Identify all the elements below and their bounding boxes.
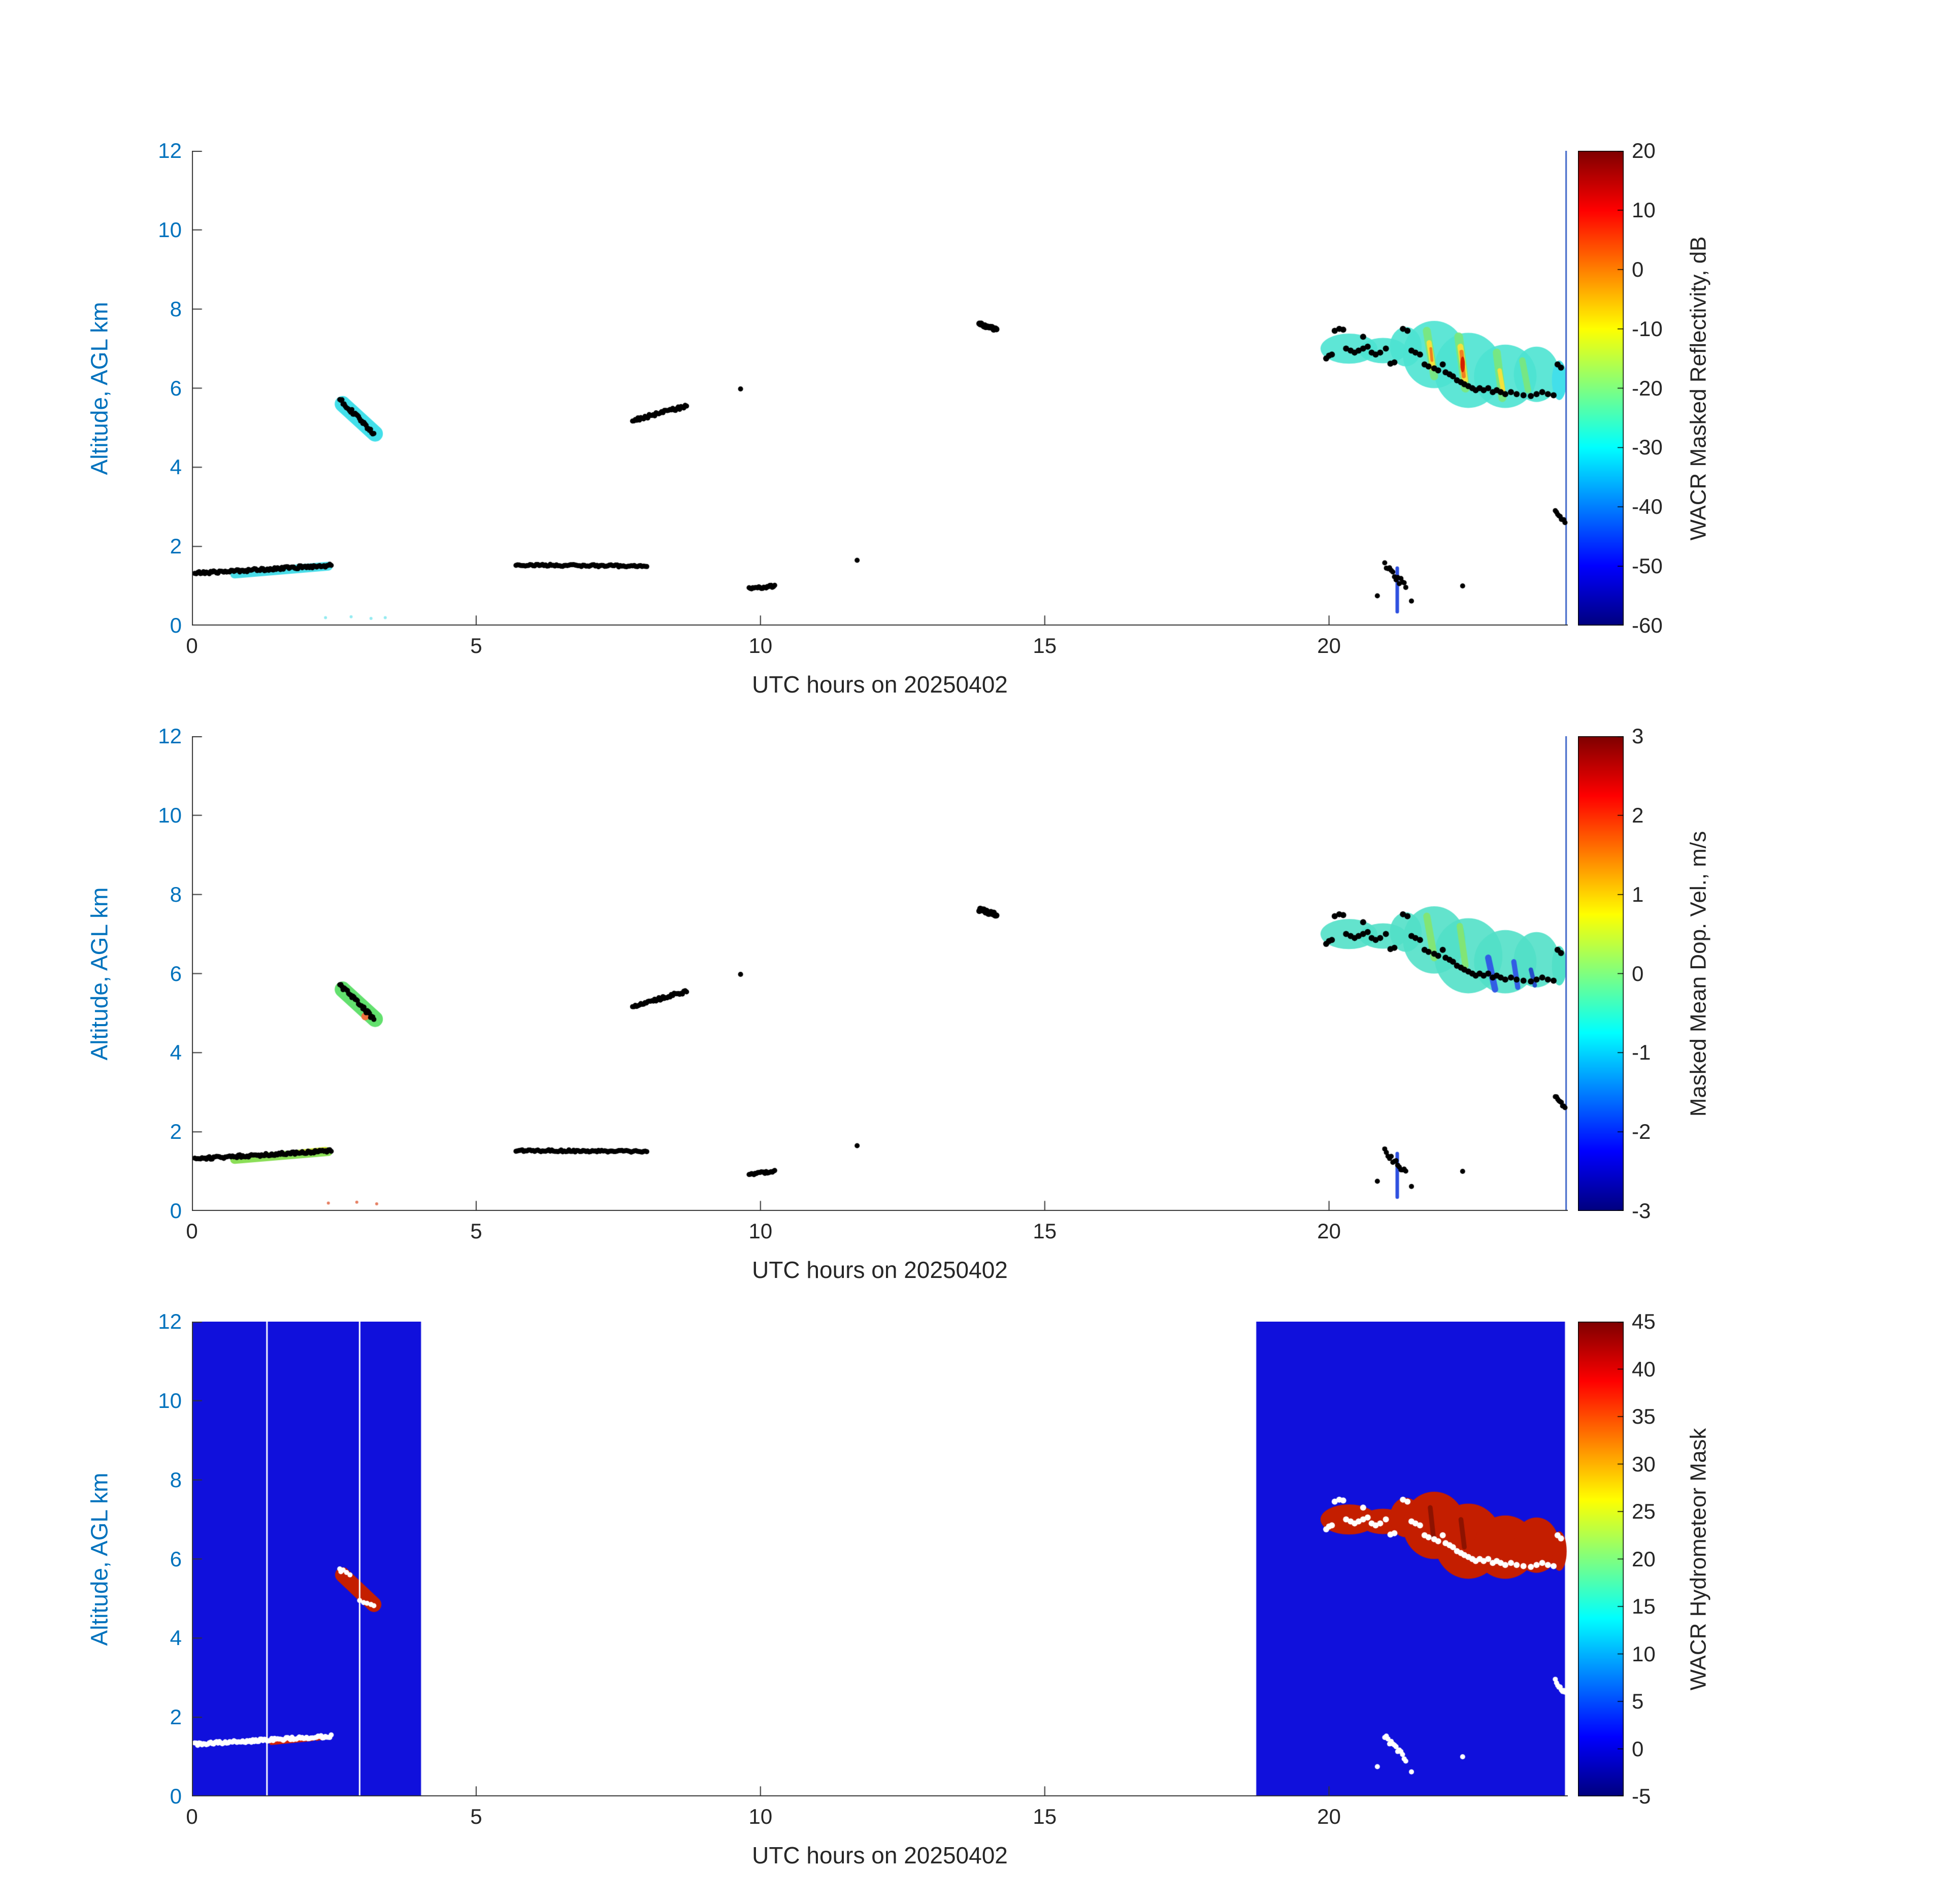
x-axis-label: UTC hours on 20250402: [752, 671, 1008, 698]
colorbar-tick-label: 10: [1632, 198, 1656, 222]
x-axis-label: UTC hours on 20250402: [752, 1257, 1008, 1283]
y-axis-label: Altitude, AGL km: [86, 887, 112, 1060]
x-tick-label: 0: [186, 1804, 198, 1828]
doppler-colorbar: [1578, 736, 1624, 1211]
mask-plot-canvas: [192, 1322, 1568, 1796]
colorbar-tick-label: 25: [1632, 1499, 1656, 1523]
colorbar-tick-label: -60: [1632, 613, 1663, 637]
x-tick-label: 15: [1033, 1219, 1057, 1243]
y-tick-label: 4: [170, 455, 182, 479]
x-tick-label: 0: [186, 634, 198, 658]
x-tick-label: 10: [748, 1219, 773, 1243]
colorbar-tick-label: 20: [1632, 1547, 1656, 1571]
x-tick-label: 10: [748, 634, 773, 658]
colorbar-title: Masked Mean Dop. Vel., m/s: [1686, 831, 1710, 1117]
colorbar-tick-label: 30: [1632, 1452, 1656, 1476]
y-tick-label: 0: [170, 1199, 182, 1223]
x-tick-label: 15: [1033, 1804, 1057, 1828]
x-tick-label: 10: [748, 1804, 773, 1828]
colorbar-tick-label: -1: [1632, 1040, 1651, 1065]
colorbar-tick-label: -30: [1632, 435, 1663, 459]
colorbar-tick-label: 45: [1632, 1309, 1656, 1333]
y-tick-label: 0: [170, 613, 182, 637]
x-tick-label: 5: [470, 634, 482, 658]
y-tick-label: 10: [158, 803, 182, 827]
colorbar-tick-label: -20: [1632, 376, 1663, 400]
y-tick-label: 8: [170, 297, 182, 321]
doppler-plot-canvas: [192, 736, 1568, 1211]
colorbar-tick-label: 10: [1632, 1642, 1656, 1666]
y-tick-label: 4: [170, 1626, 182, 1650]
x-tick-label: 0: [186, 1219, 198, 1243]
colorbar-tick-label: 15: [1632, 1594, 1656, 1618]
y-tick-label: 8: [170, 1467, 182, 1492]
x-tick-label: 5: [470, 1219, 482, 1243]
colorbar-tick-label: 35: [1632, 1404, 1656, 1428]
colorbar-tick-label: 20: [1632, 139, 1656, 162]
y-tick-label: 0: [170, 1784, 182, 1808]
y-tick-label: 6: [170, 961, 182, 986]
y-tick-label: 10: [158, 1388, 182, 1413]
reflectivity-colorbar: [1578, 151, 1624, 626]
colorbar-tick-label: -5: [1632, 1784, 1651, 1808]
y-tick-label: 2: [170, 1120, 182, 1144]
x-axis-label: UTC hours on 20250402: [752, 1842, 1008, 1868]
colorbar-tick-label: -10: [1632, 316, 1663, 341]
colorbar-tick-label: 5: [1632, 1689, 1644, 1713]
y-axis-label: Altitude, AGL km: [86, 1472, 112, 1646]
reflectivity-plot-canvas: [192, 151, 1568, 626]
colorbar-tick-label: -40: [1632, 495, 1663, 519]
colorbar-tick-label: -3: [1632, 1199, 1651, 1223]
y-tick-label: 4: [170, 1040, 182, 1065]
y-tick-label: 10: [158, 217, 182, 242]
colorbar-tick-label: 1: [1632, 882, 1644, 906]
colorbar-title: WACR Masked Reflectivity, dB: [1686, 236, 1710, 541]
y-tick-label: 2: [170, 534, 182, 559]
y-axis-label: Altitude, AGL km: [86, 302, 112, 475]
colorbar-title: WACR Hydrometeor Mask: [1686, 1428, 1710, 1690]
y-tick-label: 6: [170, 1547, 182, 1571]
colorbar-tick-label: -50: [1632, 554, 1663, 578]
colorbar-tick-label: 40: [1632, 1357, 1656, 1381]
x-tick-label: 20: [1317, 1804, 1341, 1828]
y-tick-label: 12: [158, 724, 182, 748]
colorbar-tick-label: 0: [1632, 257, 1644, 281]
y-tick-label: 8: [170, 882, 182, 906]
x-tick-label: 15: [1033, 634, 1057, 658]
y-tick-label: 2: [170, 1705, 182, 1729]
x-tick-label: 20: [1317, 1219, 1341, 1243]
x-tick-label: 5: [470, 1804, 482, 1828]
colorbar-tick-label: 0: [1632, 961, 1644, 986]
mask-colorbar: [1578, 1322, 1624, 1796]
y-tick-label: 6: [170, 376, 182, 400]
y-tick-label: 12: [158, 1309, 182, 1333]
x-tick-label: 20: [1317, 634, 1341, 658]
colorbar-tick-label: -2: [1632, 1120, 1651, 1144]
colorbar-tick-label: 3: [1632, 724, 1644, 748]
colorbar-tick-label: 2: [1632, 803, 1644, 827]
colorbar-tick-label: 0: [1632, 1736, 1644, 1761]
y-tick-label: 12: [158, 139, 182, 162]
